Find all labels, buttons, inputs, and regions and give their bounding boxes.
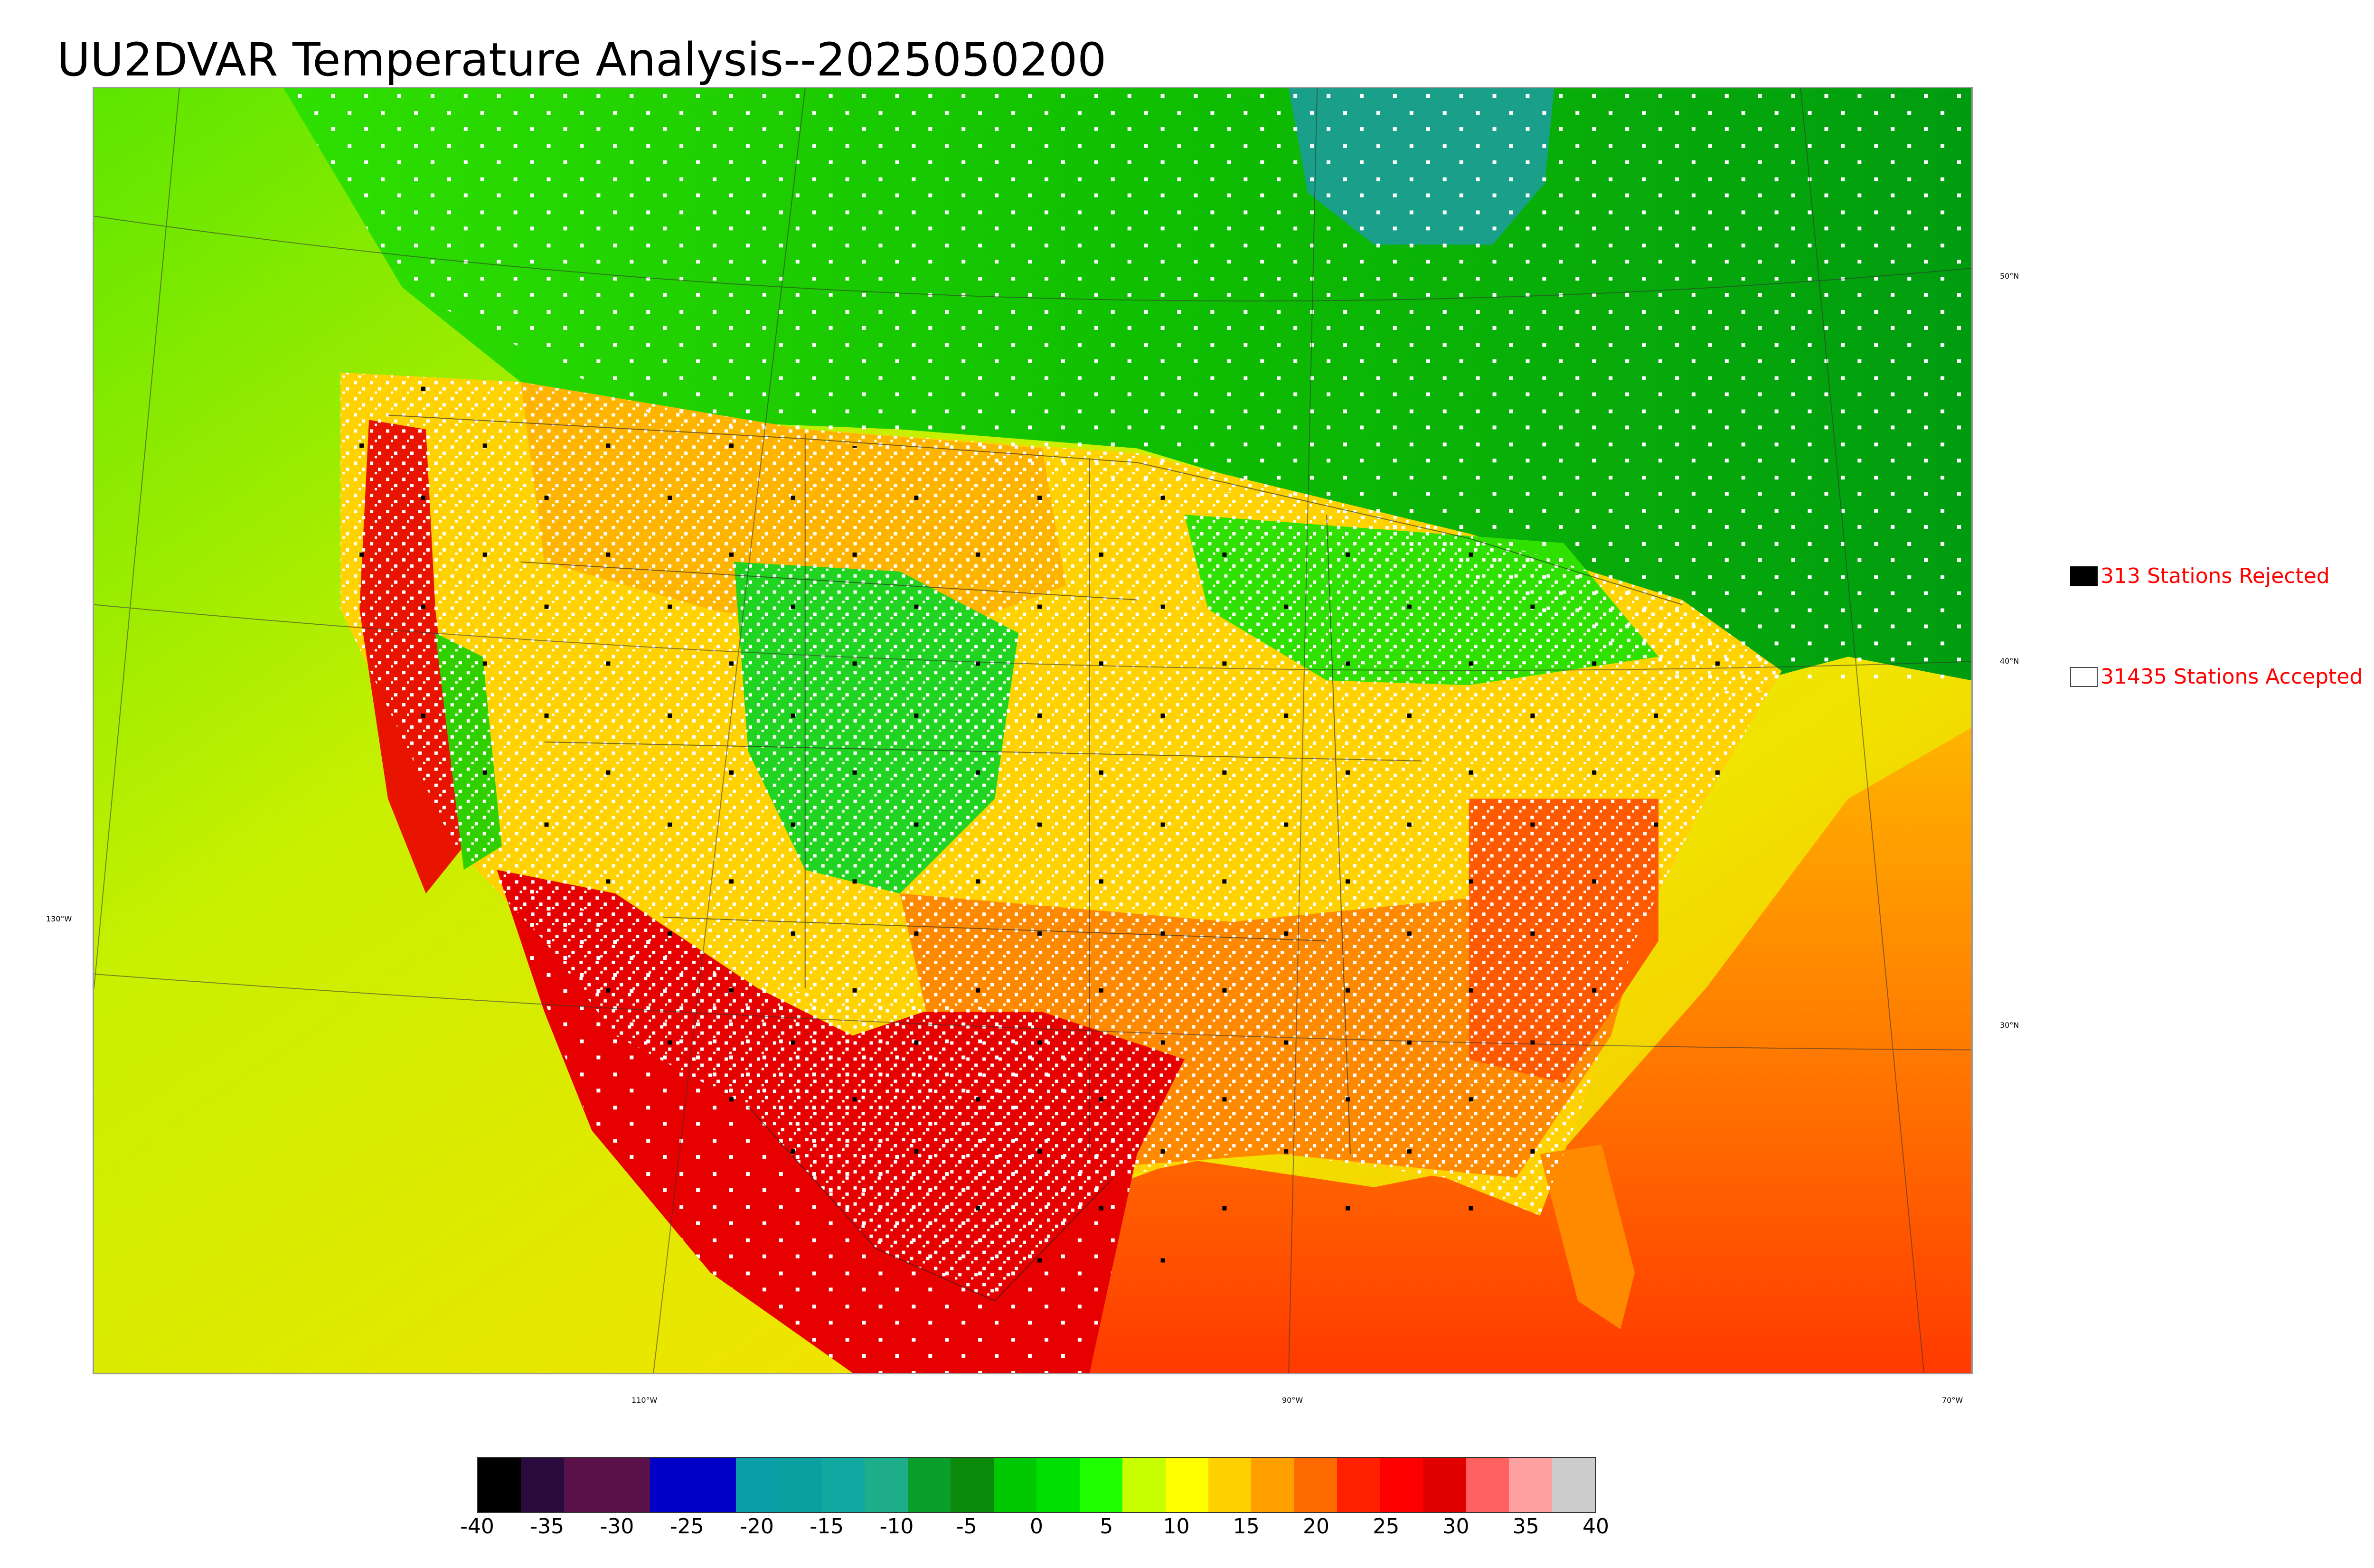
colorbar-segment bbox=[1208, 1458, 1252, 1512]
colorbar-tick-label: -25 bbox=[669, 1514, 704, 1539]
colorbar-tick-label: -5 bbox=[956, 1514, 977, 1539]
colorbar-tick-label: 20 bbox=[1303, 1514, 1329, 1539]
colorbar-segment bbox=[907, 1458, 951, 1512]
colorbar-segment bbox=[607, 1458, 650, 1512]
colorbar-segment bbox=[1251, 1458, 1294, 1512]
colorbar-segment bbox=[993, 1458, 1037, 1512]
colorbar-tick-label: 25 bbox=[1373, 1514, 1400, 1539]
colorbar bbox=[477, 1457, 1596, 1513]
lat-label-30n: 30°N bbox=[2000, 1021, 2019, 1030]
colorbar-tick-label: 10 bbox=[1163, 1514, 1190, 1539]
chart-title: UU2DVAR Temperature Analysis--2025050200 bbox=[57, 33, 1107, 86]
colorbar-segment bbox=[1466, 1458, 1509, 1512]
colorbar-tick-label: -15 bbox=[810, 1514, 844, 1539]
accepted-stations-canada bbox=[283, 88, 1971, 695]
colorbar-segment bbox=[564, 1458, 607, 1512]
legend-rejected: 313 Stations Rejected bbox=[2070, 564, 2330, 588]
temperature-map[interactable] bbox=[93, 87, 1973, 1374]
colorbar-segment bbox=[693, 1458, 736, 1512]
colorbar-segment bbox=[1337, 1458, 1380, 1512]
lon-label-90w: 90°W bbox=[1282, 1396, 1303, 1405]
colorbar-tick-label: -30 bbox=[600, 1514, 634, 1539]
colorbar-tick-label: 15 bbox=[1233, 1514, 1260, 1539]
colorbar-segment bbox=[1036, 1458, 1080, 1512]
legend-accepted: 31435 Stations Accepted bbox=[2070, 665, 2363, 689]
colorbar-tick-label: -40 bbox=[460, 1514, 494, 1539]
lon-label-70w: 70°W bbox=[1942, 1396, 1963, 1405]
colorbar-segment bbox=[865, 1458, 908, 1512]
colorbar-segment bbox=[735, 1458, 779, 1512]
colorbar-segment bbox=[1122, 1458, 1166, 1512]
colorbar-tick-label: 30 bbox=[1442, 1514, 1470, 1539]
colorbar-segment bbox=[1552, 1458, 1595, 1512]
colorbar-segment bbox=[1509, 1458, 1552, 1512]
colorbar-tick-label: 0 bbox=[1030, 1514, 1043, 1539]
colorbar-segment bbox=[779, 1458, 822, 1512]
colorbar-tick-label: 40 bbox=[1583, 1514, 1609, 1539]
borders bbox=[388, 414, 1683, 1302]
florida-field bbox=[1540, 1145, 1635, 1330]
colorbar-segment bbox=[821, 1458, 865, 1512]
colorbar-segment bbox=[1079, 1458, 1123, 1512]
rejected-stations bbox=[340, 372, 1782, 1301]
colorbar-tick-label: 35 bbox=[1512, 1514, 1539, 1539]
colorbar-ticks: -40 -35 -30 -25 -20 -15 -10 -5 0 5 10 15 20 25 30 35 40 bbox=[460, 1514, 1609, 1543]
graticule bbox=[94, 88, 1971, 1373]
colorbar-segment bbox=[478, 1458, 521, 1512]
lat-label-40n: 40°N bbox=[2000, 657, 2019, 666]
colorbar-segment bbox=[1423, 1458, 1466, 1512]
colorbar-segment bbox=[951, 1458, 994, 1512]
lon-label-130w: 130°W bbox=[46, 914, 72, 923]
colorbar-segment bbox=[1165, 1458, 1208, 1512]
colorbar-segment bbox=[1294, 1458, 1338, 1512]
colorbar-segment bbox=[1380, 1458, 1423, 1512]
lon-label-110w: 110°W bbox=[631, 1396, 658, 1405]
black-square-icon bbox=[2070, 566, 2098, 586]
lat-label-50n: 50°N bbox=[2000, 272, 2019, 281]
colorbar-tick-label: 5 bbox=[1100, 1514, 1113, 1539]
white-square-icon bbox=[2070, 667, 2098, 687]
colorbar-segment bbox=[650, 1458, 693, 1512]
legend-rejected-label: 313 Stations Rejected bbox=[2101, 564, 2330, 588]
colorbar-tick-label: -20 bbox=[740, 1514, 774, 1539]
colorbar-tick-label: -10 bbox=[879, 1514, 914, 1539]
legend-accepted-label: 31435 Stations Accepted bbox=[2101, 665, 2363, 689]
colorbar-tick-label: -35 bbox=[530, 1514, 565, 1539]
colorbar-segment bbox=[521, 1458, 564, 1512]
